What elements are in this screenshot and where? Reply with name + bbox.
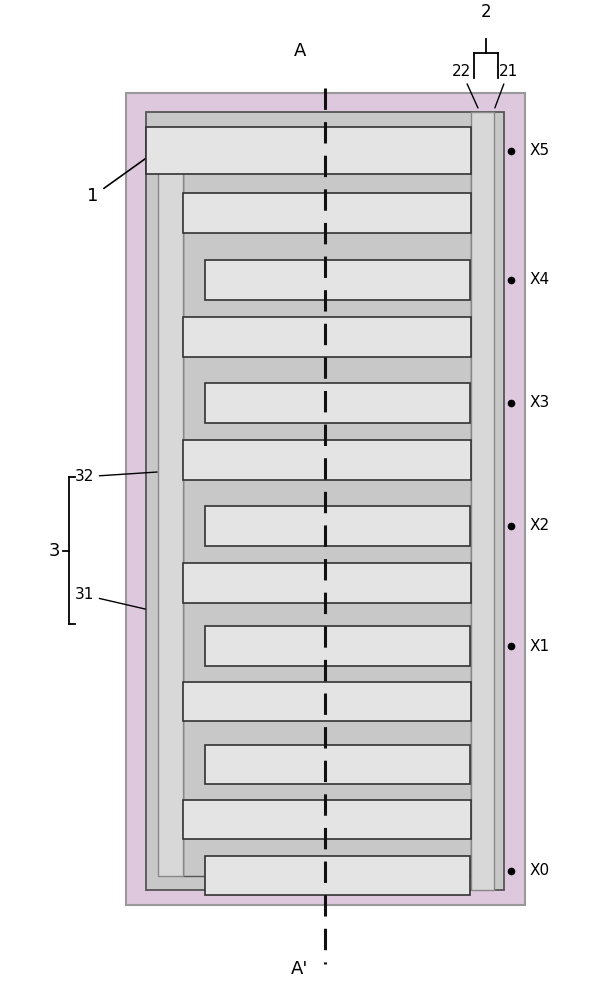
Text: X3: X3 — [529, 395, 549, 410]
Bar — [206, 745, 470, 784]
Text: 32: 32 — [74, 469, 157, 484]
Text: A: A — [294, 42, 306, 60]
Text: 2: 2 — [481, 3, 491, 21]
Text: X5: X5 — [529, 143, 549, 158]
Bar — [206, 383, 470, 423]
Bar — [183, 132, 472, 876]
Bar — [183, 800, 472, 839]
Bar — [206, 506, 470, 546]
Bar — [183, 317, 472, 357]
Bar — [146, 127, 472, 174]
Bar — [183, 682, 472, 721]
Bar — [206, 260, 470, 300]
Bar — [206, 626, 470, 666]
Bar — [183, 563, 472, 603]
Bar — [158, 132, 183, 876]
Bar — [183, 440, 472, 480]
Text: A': A' — [291, 960, 309, 978]
Text: X4: X4 — [529, 272, 549, 287]
Text: 3: 3 — [49, 542, 61, 560]
Text: 1: 1 — [87, 158, 146, 205]
Bar — [472, 112, 494, 890]
Text: 22: 22 — [451, 64, 478, 108]
Bar — [146, 112, 504, 890]
Text: 31: 31 — [74, 587, 146, 609]
Text: X0: X0 — [529, 863, 549, 878]
Bar — [183, 193, 472, 233]
Bar — [125, 93, 525, 905]
Text: X2: X2 — [529, 518, 549, 533]
Bar — [206, 856, 470, 895]
Text: X1: X1 — [529, 639, 549, 654]
Text: 21: 21 — [495, 64, 519, 108]
